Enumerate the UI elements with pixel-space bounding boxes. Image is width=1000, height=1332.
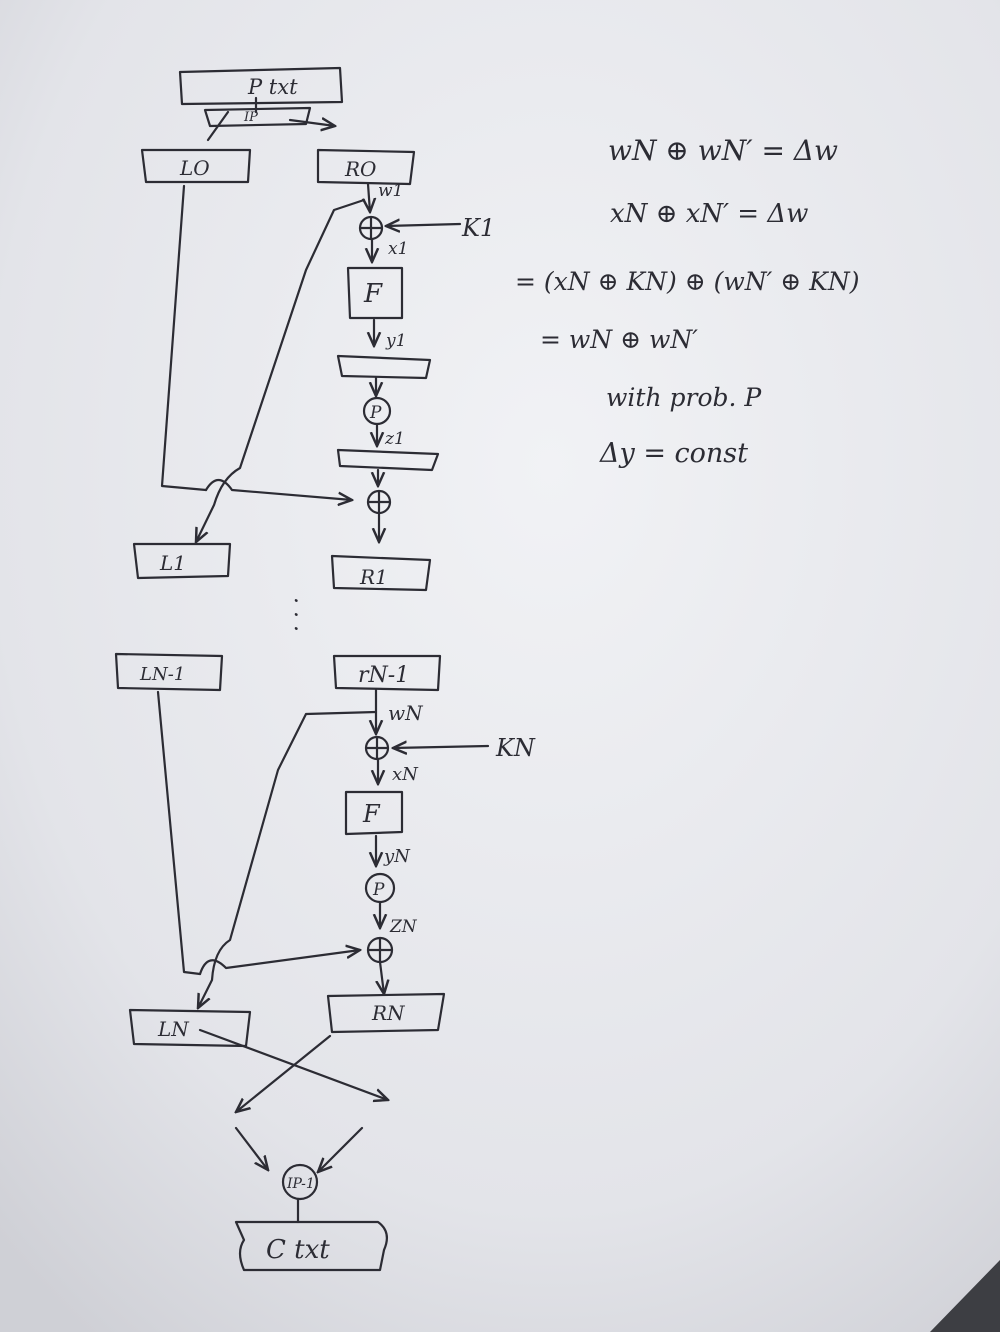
l1-label: L1 [159,551,186,575]
pn-label: P [372,880,385,900]
w1-label: w1 [378,181,403,201]
l0-box: LO [140,148,252,184]
ln-1-label: LN-1 [139,664,185,685]
desk-corner [930,1260,1000,1332]
p1-label: P [369,403,382,423]
r1-box [330,554,432,592]
rn-1-box [332,654,442,692]
note-line-5: with prob. P [606,383,762,412]
ln-label: LN [157,1017,190,1041]
z1-label: z1 [384,429,405,449]
f1-label: F [363,279,383,309]
l1-box [132,542,232,580]
ip-inverse-circle [281,1163,319,1201]
note-line-2: xN ⊕ xN′ = Δw [610,199,808,229]
yn-label: yN [383,846,411,867]
xn-label: xN [392,764,419,785]
ip-inverse-label: IP-1 [286,1176,315,1192]
initial-permutation-box: IP [203,96,335,142]
r1-label: R1 [359,565,388,589]
plaintext-label: P txt [247,75,298,99]
fn-label: F [362,800,381,828]
note-line-4: = wN ⊕ wN′ [540,325,698,354]
round1: w1 K1 x1 F y1 P z1 [132,181,495,592]
y1-label: y1 [385,331,406,351]
wn-label: wN [388,701,424,725]
l0-label: LO [179,156,210,180]
r0-box: RO [316,148,416,186]
zn-label: ZN [389,917,418,937]
k1-label: K1 [461,214,495,242]
note-line-6: Δy = const [599,438,748,469]
ciphertext-label: C txt [266,1235,330,1265]
note-line-3: = (xN ⊕ KN) ⊕ (wN′ ⊕ KN) [515,267,859,296]
initial-permutation-label: IP [243,110,258,125]
r0-label: RO [344,157,376,181]
rn-label: RN [371,1001,406,1025]
diagram: P txt IP LO RO w1 K1 [114,66,536,1272]
note-line-1: wN ⊕ wN′ = Δw [608,134,838,167]
plaintext-box: P txt [178,66,344,106]
f-box-1 [346,266,404,320]
x1-label: x1 [388,239,408,259]
ellipsis: . . . [289,597,314,632]
roundN: LN-1 rN-1 wN KN xN F yN P ZN [114,652,536,1048]
kn-label: KN [495,734,536,762]
ciphertext-box [234,1220,389,1272]
rn-box [326,992,446,1034]
rn-1-label: rN-1 [358,663,409,688]
ln-1-box [114,652,224,692]
final-stage: IP-1 C txt [198,1028,389,1272]
f-box-n [344,790,404,836]
notes: wN ⊕ wN′ = Δw xN ⊕ xN′ = Δw = (xN ⊕ KN) … [515,134,859,469]
